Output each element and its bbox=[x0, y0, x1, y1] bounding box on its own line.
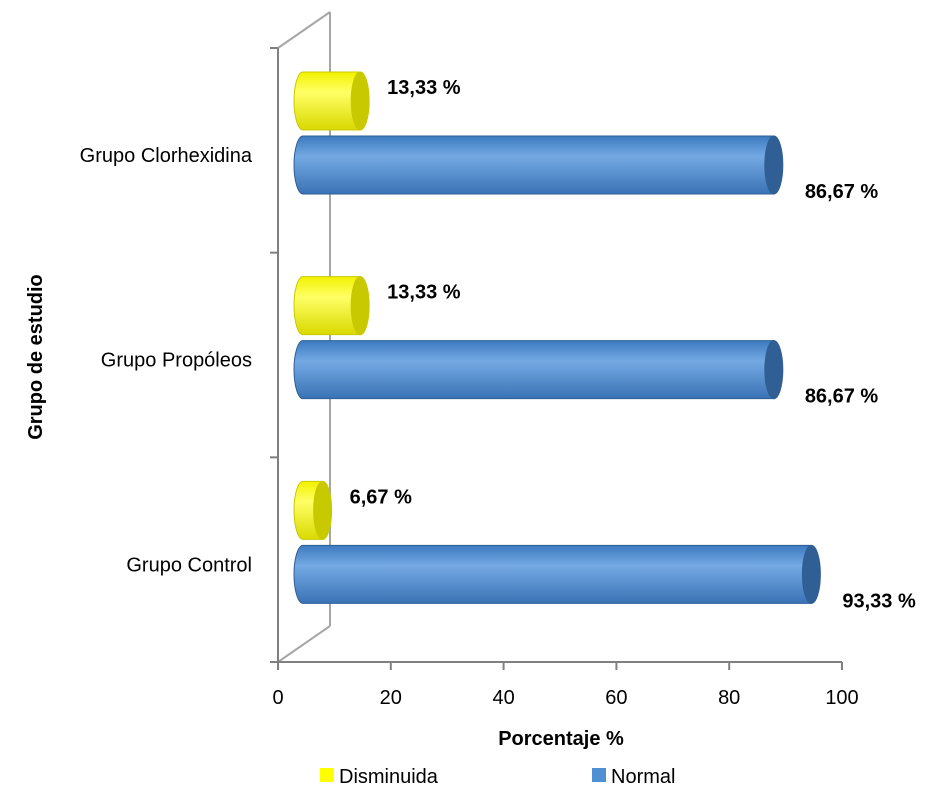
category-label-grupo-control: Grupo Control bbox=[126, 554, 252, 576]
legend-label-normal: Normal bbox=[611, 766, 675, 788]
bar-normal-grupo-propoleos bbox=[293, 340, 784, 400]
x-axis-title: Porcentaje % bbox=[498, 728, 624, 750]
bar-disminuida-grupo-clorhexidina bbox=[293, 71, 370, 131]
x-tick-label-0: 0 bbox=[272, 687, 283, 709]
x-tick-label-80: 80 bbox=[718, 687, 740, 709]
x-tick-label-60: 60 bbox=[605, 687, 627, 709]
bar-disminuida-grupo-control bbox=[293, 480, 333, 540]
legend-swatch-normal bbox=[592, 768, 606, 782]
value-labels: 13,33 % 86,67 % 13,33 % 86,67 % 6,67 % 93,33 … bbox=[350, 77, 916, 612]
legend-swatch-disminuida bbox=[320, 768, 334, 782]
value-label-normal-grupo-control: 93,33 % bbox=[842, 590, 916, 612]
value-label-disminuida-grupo-clorhexidina: 13,33 % bbox=[387, 77, 461, 99]
legend-label-disminuida: Disminuida bbox=[339, 766, 439, 788]
y-axis-title: Grupo de estudio bbox=[25, 274, 47, 440]
value-label-normal-grupo-clorhexidina: 86,67 % bbox=[805, 181, 879, 203]
x-tick-label-100: 100 bbox=[825, 687, 858, 709]
bars bbox=[293, 71, 821, 604]
bar-body bbox=[293, 71, 361, 131]
bar-normal-grupo-clorhexidina bbox=[293, 135, 784, 195]
bar-end-cap bbox=[764, 340, 784, 400]
x-tick-label-20: 20 bbox=[380, 687, 402, 709]
bar-body bbox=[293, 276, 361, 336]
back-wall-left-edge bbox=[277, 11, 331, 49]
bar-end-cap bbox=[313, 480, 333, 540]
bar-normal-grupo-control bbox=[293, 544, 821, 604]
axes bbox=[277, 48, 842, 663]
bar-end-cap bbox=[350, 71, 370, 131]
x-tick-label-40: 40 bbox=[492, 687, 514, 709]
bar-end-cap bbox=[764, 135, 784, 195]
x-axis-ticks: 0 20 40 60 80 100 bbox=[272, 662, 859, 709]
bar-body bbox=[293, 340, 775, 400]
category-labels: Grupo Clorhexidina Grupo Propóleos Grupo C… bbox=[80, 145, 253, 576]
y-axis-ticks bbox=[270, 47, 278, 663]
bar-end-cap bbox=[801, 544, 821, 604]
value-label-disminuida-grupo-propoleos: 13,33 % bbox=[387, 282, 461, 304]
bar-disminuida-grupo-propoleos bbox=[293, 276, 370, 336]
legend: Disminuida Normal bbox=[320, 766, 675, 788]
value-label-normal-grupo-propoleos: 86,67 % bbox=[805, 386, 879, 408]
bar-body bbox=[293, 544, 812, 604]
category-label-grupo-clorhexidina: Grupo Clorhexidina bbox=[80, 145, 253, 167]
bar-end-cap bbox=[350, 276, 370, 336]
bar-body bbox=[293, 135, 775, 195]
category-label-grupo-propoleos: Grupo Propóleos bbox=[101, 350, 252, 372]
floor-diagonal bbox=[277, 625, 331, 663]
value-label-disminuida-grupo-control: 6,67 % bbox=[350, 486, 412, 508]
